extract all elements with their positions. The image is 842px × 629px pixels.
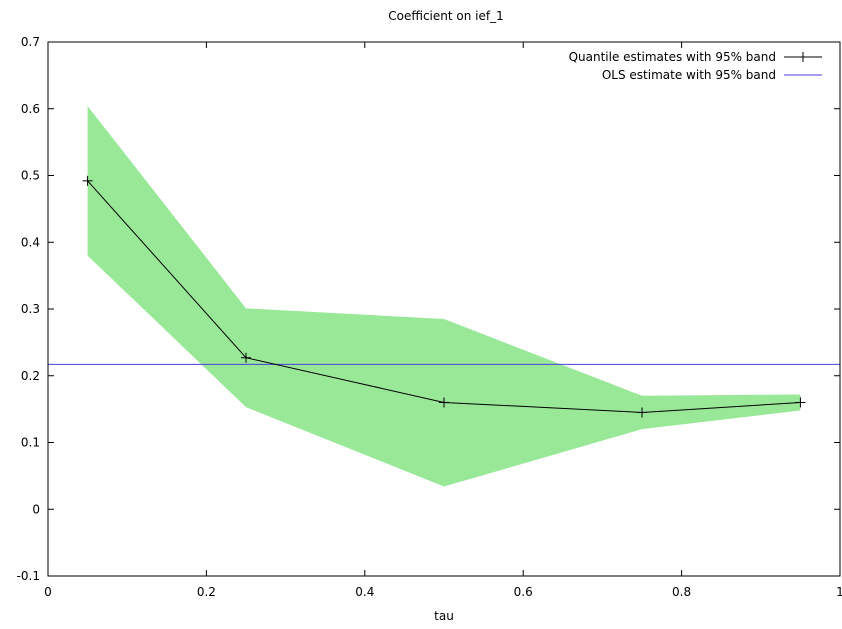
quantile-point: [637, 407, 647, 418]
y-tick-label: 0.2: [21, 369, 40, 383]
legend-label-ols: OLS estimate with 95% band: [602, 68, 776, 82]
quantile-point: [82, 175, 93, 186]
y-tick-label: 0.4: [21, 235, 40, 249]
y-tick-label: 0.6: [21, 102, 40, 116]
quantile-line-layer: [82, 175, 806, 418]
x-tick-label: 0.2: [197, 585, 216, 599]
quantile-point: [795, 397, 806, 408]
quantile-point: [439, 397, 449, 408]
chart-title: Coefficient on ief_1: [388, 9, 503, 23]
x-tick-label: 1: [836, 585, 842, 599]
x-axis: 0 0.2 0.4 0.6 0.8 1: [44, 42, 842, 599]
y-tick-label: 0.5: [21, 169, 40, 183]
y-tick-label: 0.7: [21, 35, 40, 49]
y-axis: -0.1 0 0.1 0.2 0.3 0.4 0.5 0.6 0.7: [17, 35, 840, 583]
x-axis-label: tau: [434, 609, 454, 623]
confidence-band-layer: [87, 106, 801, 487]
x-tick-label: 0.8: [672, 585, 691, 599]
y-tick-label: 0: [32, 502, 40, 516]
y-tick-label: -0.1: [17, 569, 40, 583]
quantile-confidence-band: [87, 106, 801, 487]
legend-label-quantile: Quantile estimates with 95% band: [569, 50, 776, 64]
x-tick-label: 0.6: [514, 585, 533, 599]
quantile-point: [241, 352, 251, 363]
x-tick-label: 0: [44, 585, 52, 599]
y-tick-label: 0.1: [21, 436, 40, 450]
legend: Quantile estimates with 95% band OLS est…: [569, 50, 822, 82]
x-tick-label: 0.4: [355, 585, 374, 599]
y-tick-label: 0.3: [21, 302, 40, 316]
